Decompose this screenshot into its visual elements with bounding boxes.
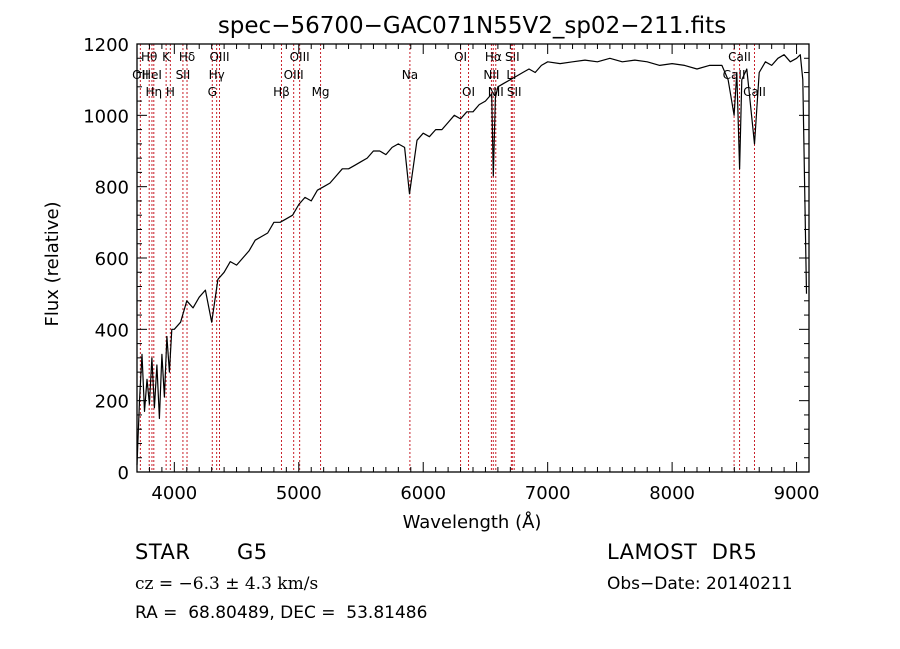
line-marks: OIIHθHeIHηKHSIIHδGHγOIIIHβOIIIOIIIMgNaOI… <box>132 44 766 472</box>
line-mark-label: Na <box>402 68 418 82</box>
line-mark-label: H <box>166 85 175 99</box>
chart-title: spec−56700−GAC071N55V2_sp02−211.fits <box>218 13 726 39</box>
plot-frame <box>136 43 810 473</box>
observation-date: Obs−Date: 20140211 <box>607 574 793 594</box>
line-mark-label: Hβ <box>273 85 290 99</box>
line-mark-label: SII <box>507 85 522 99</box>
x-tick-label: 8000 <box>649 483 695 504</box>
line-mark-label: OI <box>462 85 475 99</box>
line-mark-label: OI <box>454 50 467 64</box>
x-tick-label: 9000 <box>774 483 820 504</box>
line-mark-label: CaII <box>723 68 746 82</box>
x-tick-label: 5000 <box>276 483 322 504</box>
y-tick-label: 1000 <box>83 106 129 127</box>
y-tick-label: 1200 <box>83 35 129 56</box>
y-tick-label: 0 <box>118 463 129 484</box>
y-tick-label: 400 <box>95 320 129 341</box>
line-mark-label: CaII <box>743 85 766 99</box>
survey-name: LAMOST DR5 <box>607 540 758 564</box>
x-tick-label: 6000 <box>400 483 446 504</box>
line-mark-label: OIII <box>209 50 229 64</box>
line-mark-label: Li <box>506 68 516 82</box>
line-mark-label: HeI <box>142 68 162 82</box>
redshift-value: cz = −6.3 ± 4.3 km/s <box>135 574 319 594</box>
y-tick-label: 800 <box>95 178 129 199</box>
x-axis-label: Wavelength (Å) <box>403 511 542 533</box>
line-mark-label: Hγ <box>209 68 225 82</box>
line-mark-label: Hα <box>485 50 502 64</box>
line-mark-label: Hδ <box>179 50 195 64</box>
line-mark-label: NII <box>483 68 499 82</box>
line-mark-label: SII <box>505 50 520 64</box>
line-mark-label: Mg <box>312 85 330 99</box>
y-axis: 0 200 400 600 800 1000 1200 <box>83 35 809 484</box>
line-mark-label: OIII <box>284 68 304 82</box>
x-axis: 4000 5000 6000 7000 8000 9000 <box>136 44 820 504</box>
object-class: STAR <box>135 540 191 564</box>
line-mark-label: G <box>208 85 217 99</box>
line-mark-label: OII <box>132 68 149 82</box>
object-subclass: G5 <box>237 540 268 564</box>
y-tick-label: 600 <box>95 249 129 270</box>
line-mark-label: SII <box>176 68 191 82</box>
spectrum-line <box>136 54 808 465</box>
line-mark-label: CaII <box>728 50 751 64</box>
line-mark-label: OIII <box>290 50 310 64</box>
line-mark-label: Hθ <box>141 50 157 64</box>
x-tick-label: 4000 <box>151 483 197 504</box>
y-tick-label: 200 <box>95 392 129 413</box>
x-tick-label: 7000 <box>525 483 571 504</box>
coordinates: RA = 68.80489, DEC = 53.81486 <box>135 603 428 623</box>
y-axis-label: Flux (relative) <box>42 201 63 326</box>
line-mark-label: Hη <box>145 85 162 99</box>
line-mark-label: K <box>162 50 171 64</box>
